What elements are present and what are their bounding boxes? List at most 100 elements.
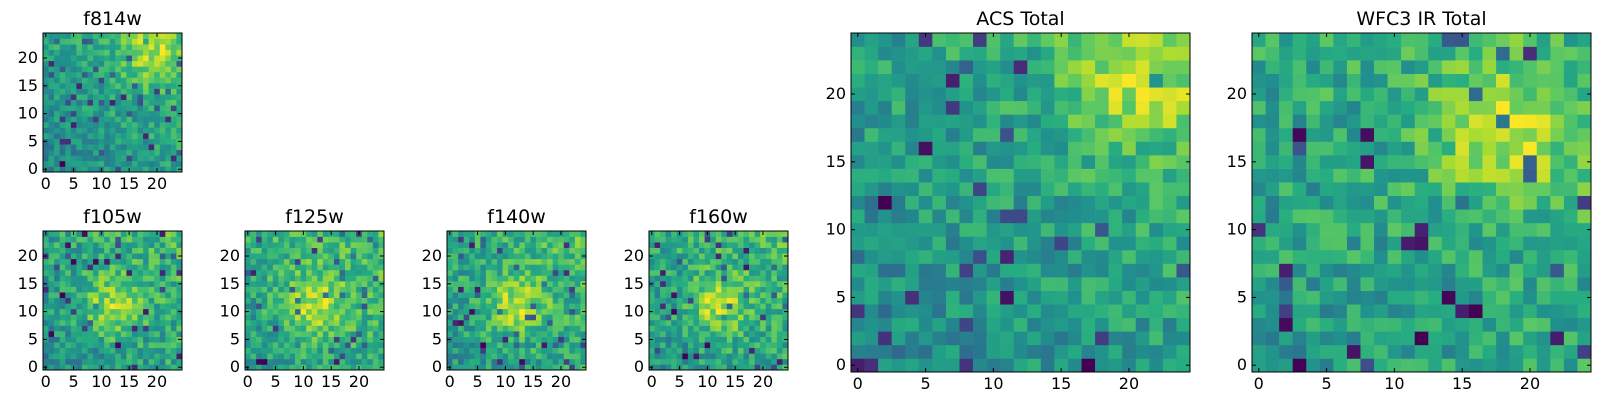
heatmap-cell (760, 297, 767, 304)
heatmap-cell (356, 286, 363, 293)
heatmap-cell (154, 269, 161, 276)
heatmap-cell (574, 292, 581, 299)
heatmap-cell (1162, 249, 1177, 264)
heatmap-cell (76, 99, 83, 106)
heatmap-cell (474, 297, 481, 304)
heatmap-cell (649, 242, 655, 248)
heatmap-cell (1577, 290, 1592, 305)
heatmap-cell (367, 236, 374, 243)
heatmap-cell (665, 236, 672, 243)
heatmap-cell (1387, 290, 1402, 305)
heatmap-cell (1054, 60, 1069, 74)
heatmap-cell (1265, 87, 1280, 102)
heatmap-cell (1523, 195, 1538, 210)
heatmap-cell (1279, 155, 1293, 169)
heatmap-cell (176, 77, 183, 84)
heatmap-cell (469, 297, 476, 304)
heatmap-cell (452, 364, 459, 371)
heatmap-cell (508, 342, 515, 349)
heatmap-cell (1468, 222, 1483, 237)
heatmap-cell (372, 281, 379, 287)
heatmap-cell (765, 347, 772, 354)
heatmap-cell (333, 364, 340, 371)
heatmap-cell (959, 222, 974, 237)
heatmap-cell (176, 133, 183, 139)
heatmap-cell (154, 60, 161, 67)
heatmap-cell (754, 231, 761, 237)
heatmap-cell (165, 105, 172, 112)
heatmap-cell (109, 275, 116, 282)
heatmap-cell (165, 286, 172, 293)
heatmap-cell (676, 297, 683, 304)
heatmap-cell (704, 353, 711, 360)
heatmap-cell (530, 325, 537, 332)
heatmap-cell (154, 292, 161, 299)
heatmap-cell (1162, 195, 1177, 210)
heatmap-cell (452, 269, 459, 276)
heatmap-cell (776, 364, 783, 371)
heatmap-cell (1482, 331, 1497, 346)
heatmap-cell (463, 308, 470, 315)
heatmap-cell (1468, 331, 1483, 346)
heatmap-cell (1265, 209, 1280, 224)
heatmap-cell (137, 353, 144, 360)
heatmap-cell (959, 60, 974, 74)
heatmap-cell (851, 127, 865, 142)
heatmap-cell (81, 83, 88, 89)
heatmap-cell (1387, 331, 1402, 346)
heatmap-cell (361, 253, 368, 260)
heatmap-cell (48, 166, 55, 173)
heatmap-cell (148, 303, 155, 310)
heatmap-cell (1455, 46, 1470, 61)
heatmap-cell (535, 347, 542, 354)
heatmap-cell (552, 292, 559, 299)
heatmap-cell (891, 141, 906, 156)
heatmap-cell (137, 308, 144, 315)
heatmap-cell (165, 116, 172, 123)
heatmap-cell (513, 253, 520, 260)
heatmap-cell (654, 269, 661, 276)
heatmap-cell (959, 155, 974, 169)
heatmap-cell (660, 292, 666, 299)
heatmap-cell (1577, 168, 1592, 183)
heatmap-cell (721, 269, 728, 276)
heatmap-cell (1509, 263, 1524, 278)
heatmap-cell (148, 247, 155, 254)
heatmap-cell (1067, 33, 1082, 47)
heatmap-cell (1040, 304, 1055, 319)
heatmap-cell (547, 231, 553, 237)
heatmap-cell (1149, 317, 1164, 332)
heatmap-cell (126, 336, 133, 343)
heatmap-cell (699, 319, 705, 326)
heatmap-cell (1387, 33, 1402, 47)
heatmap-cell (1428, 277, 1443, 291)
heatmap-cell (1040, 290, 1055, 305)
heatmap-cell (76, 60, 83, 67)
heatmap-cell (649, 319, 655, 326)
heatmap-cell (1252, 344, 1266, 359)
heatmap-cell (447, 314, 453, 321)
heatmap-cell (660, 247, 666, 254)
heatmap-cell (660, 236, 666, 243)
heatmap-cell (535, 303, 542, 310)
heatmap-cell (311, 231, 318, 237)
heatmap-cell (676, 314, 683, 321)
heatmap-cell (519, 269, 526, 276)
heatmap-cell (143, 258, 149, 265)
heatmap-cell (973, 141, 987, 156)
heatmap-cell (350, 286, 357, 293)
heatmap-cell (1054, 46, 1069, 61)
heatmap-cell (250, 331, 257, 337)
heatmap-cell (361, 364, 368, 371)
heatmap-cell (289, 314, 296, 321)
heatmap-cell (283, 281, 290, 287)
heatmap-cell (176, 303, 183, 310)
heatmap-cell (986, 114, 1001, 129)
heatmap-cell (1292, 263, 1307, 278)
heatmap-cells (447, 231, 587, 371)
heatmap-cell (1306, 263, 1321, 278)
heatmap-cell (851, 46, 865, 61)
heatmap-cell (1374, 60, 1388, 74)
heatmap-cell (59, 127, 66, 134)
heatmap-cell (126, 138, 133, 145)
